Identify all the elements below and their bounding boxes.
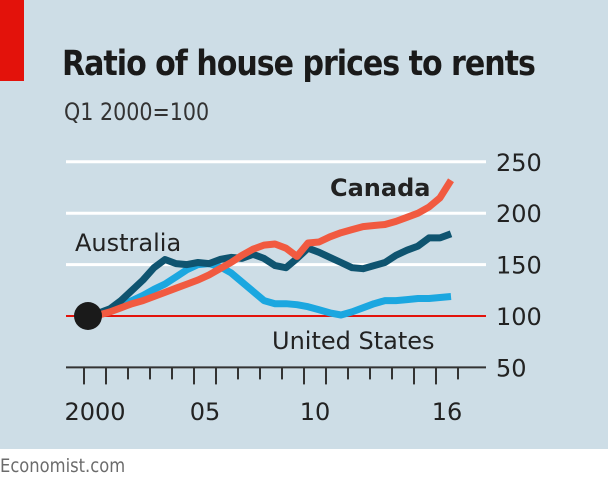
x-tick-label-05: 05	[190, 398, 221, 426]
series-label-australia: Australia	[75, 229, 181, 257]
series-label-canada: Canada	[330, 174, 430, 202]
chart-title: Ratio of house prices to rents	[62, 44, 536, 84]
y-tick-label-100: 100	[496, 303, 542, 331]
chart-subtitle: Q1 2000=100	[64, 98, 210, 126]
accent-bar	[0, 0, 24, 81]
x-tick-label-10: 10	[300, 398, 331, 426]
x-tick-label-16: 16	[432, 398, 463, 426]
y-tick-label-200: 200	[496, 200, 542, 228]
x-tick-label-2000: 2000	[64, 398, 125, 426]
series-line-australia	[87, 230, 453, 320]
y-tick-label-50: 50	[496, 354, 527, 382]
y-tick-label-150: 150	[496, 252, 542, 280]
series-label-united-states: United States	[272, 327, 435, 355]
series-line-canada	[87, 178, 454, 320]
source-credit: Economist.com	[0, 455, 126, 477]
start-marker	[74, 302, 102, 330]
series-line-united-states	[87, 260, 452, 320]
y-tick-label-250: 250	[496, 149, 542, 177]
